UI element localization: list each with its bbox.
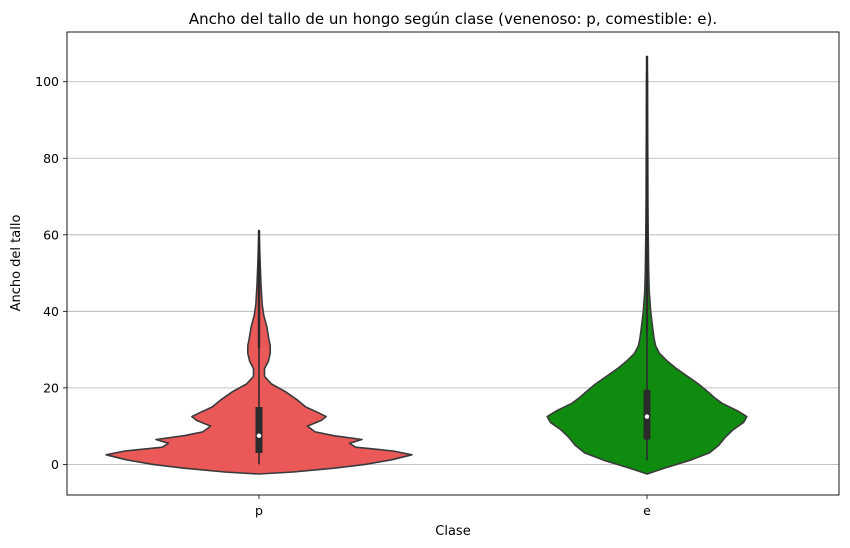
median-point-e	[644, 414, 650, 419]
iqr-box-p	[255, 406, 263, 453]
chart-title: Ancho del tallo de un hongo según clase …	[189, 10, 717, 28]
axes: 0 20 40 60 80 100 p e	[35, 74, 651, 518]
x-tick-label-p: p	[255, 503, 263, 518]
y-axis-label: Ancho del tallo	[9, 215, 24, 312]
y-tick-label-100: 100	[35, 74, 59, 89]
median-point-p	[256, 433, 262, 438]
violins	[105, 55, 748, 475]
plot-frame	[66, 31, 840, 496]
violin-p	[105, 229, 413, 475]
x-tick-label-e: e	[643, 503, 651, 518]
y-tick-label-80: 80	[43, 151, 59, 166]
y-tick-label-20: 20	[43, 380, 59, 395]
y-tick-label-60: 60	[43, 227, 59, 242]
y-tick-label-40: 40	[43, 304, 59, 319]
y-tick-label-0: 0	[51, 457, 59, 472]
violin-e	[546, 55, 748, 475]
x-axis-label: Clase	[435, 524, 470, 539]
